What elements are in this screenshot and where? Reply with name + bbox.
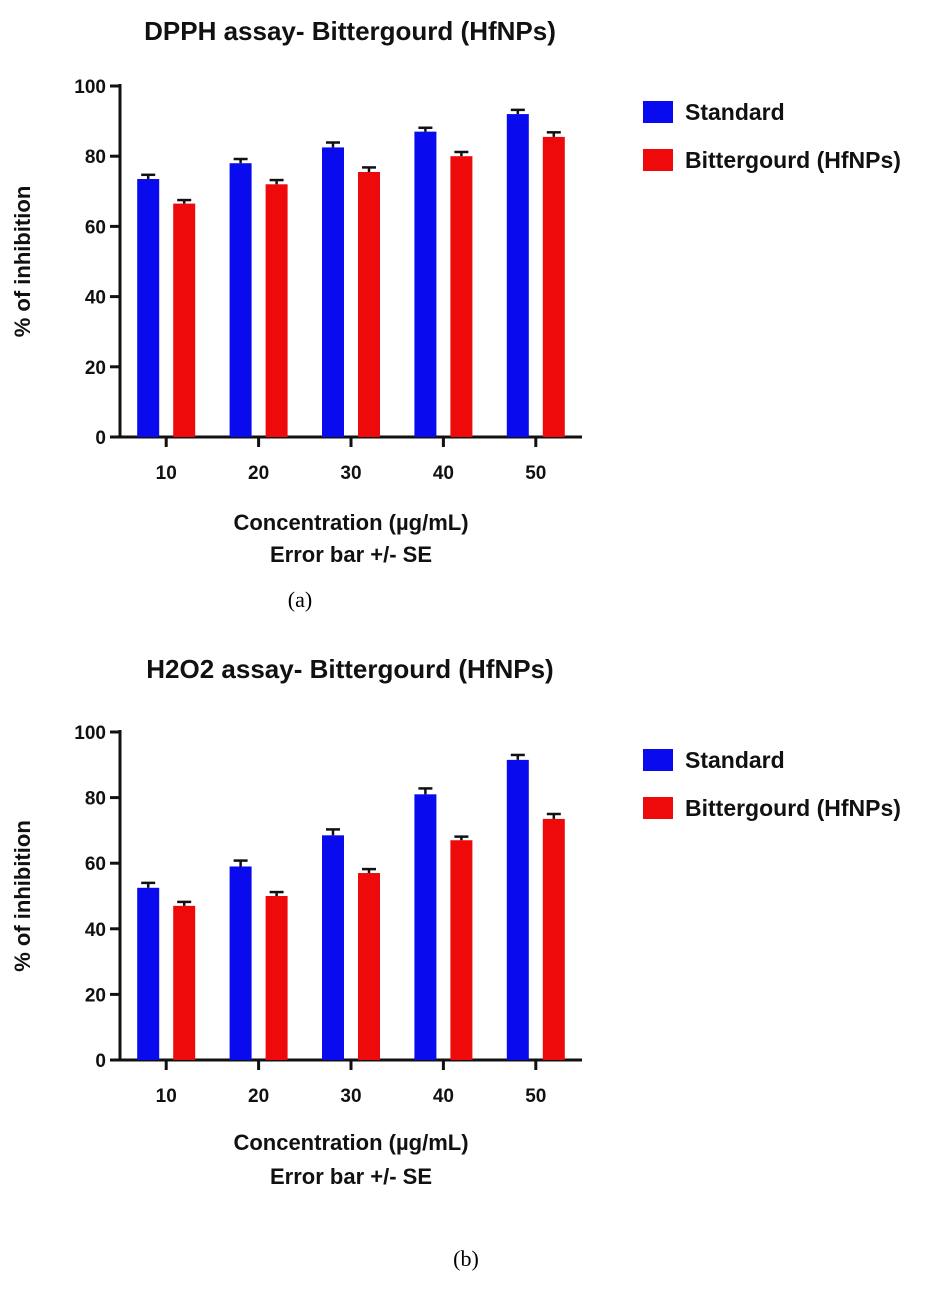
- legend-swatch-bittergourd: [643, 149, 673, 171]
- y-tick-label: 60: [85, 217, 106, 238]
- x-tick-label: 20: [248, 1086, 269, 1107]
- y-tick-label: 20: [85, 985, 106, 1006]
- bar-bittergourd: [542, 818, 565, 1060]
- x-tick-label: 20: [248, 463, 269, 484]
- bar-standard: [137, 887, 160, 1060]
- bar-bittergourd: [173, 203, 196, 437]
- chart-dpph: DPPH assay- Bittergourd (HfNPs) 0 20 40 60 80…: [10, 16, 901, 612]
- error-bar-note: Error bar +/- SE: [270, 542, 432, 567]
- legend-swatch-standard: [643, 749, 673, 771]
- x-tick-label: 50: [525, 463, 546, 484]
- x-tick-label: 10: [156, 1086, 177, 1107]
- bar-standard: [506, 759, 529, 1060]
- bar-standard: [137, 179, 160, 437]
- x-tick-label: 30: [340, 463, 361, 484]
- y-tick-label: 40: [85, 288, 106, 309]
- panel-caption: (a): [288, 587, 312, 612]
- y-tick-label: 60: [85, 854, 106, 875]
- error-bar-note: Error bar +/- SE: [270, 1164, 432, 1189]
- y-tick-label: 20: [85, 358, 106, 379]
- y-tick-label: 80: [85, 789, 106, 810]
- bar-bittergourd: [450, 156, 473, 437]
- y-tick-label: 100: [74, 77, 106, 98]
- panel-caption: (b): [453, 1246, 479, 1271]
- y-tick-label: 40: [85, 920, 106, 941]
- bar-standard: [414, 131, 437, 437]
- bar-bittergourd: [358, 873, 380, 1060]
- y-tick-label: 80: [85, 147, 106, 168]
- chart-h2o2: H2O2 assay- Bittergourd (HfNPs) 0 20 40 60 80…: [10, 654, 901, 1271]
- y-tick-label: 0: [95, 1051, 106, 1072]
- bar-standard: [322, 835, 344, 1060]
- bar-bittergourd: [542, 136, 565, 437]
- x-tick-label: 40: [433, 1086, 454, 1107]
- x-tick-label: 30: [340, 1086, 361, 1107]
- bar-standard: [322, 147, 344, 438]
- bar-standard: [506, 114, 529, 437]
- x-tick-label: 40: [433, 463, 454, 484]
- bar-standard: [414, 794, 437, 1060]
- chart-title: H2O2 assay- Bittergourd (HfNPs): [146, 654, 553, 684]
- chart-title: DPPH assay- Bittergourd (HfNPs): [144, 16, 556, 46]
- bar-standard: [229, 163, 252, 437]
- y-tick-label: 0: [95, 428, 106, 449]
- bar-bittergourd: [450, 840, 473, 1060]
- legend-label-bittergourd: Bittergourd (HfNPs): [685, 147, 901, 173]
- legend-label-standard: Standard: [685, 747, 785, 773]
- x-tick-label: 10: [156, 463, 177, 484]
- legend-swatch-standard: [643, 101, 673, 123]
- bar-bittergourd: [265, 896, 288, 1060]
- y-axis-label: % of inhibition: [10, 820, 35, 972]
- bar-bittergourd: [173, 905, 196, 1060]
- legend-label-bittergourd: Bittergourd (HfNPs): [685, 795, 901, 821]
- legend-label-standard: Standard: [685, 99, 785, 125]
- y-axis-label: % of inhibition: [10, 186, 35, 338]
- y-tick-label: 100: [74, 723, 106, 744]
- bar-standard: [229, 866, 252, 1060]
- bar-bittergourd: [265, 184, 288, 437]
- bar-bittergourd: [358, 171, 380, 437]
- x-axis-label: Concentration (µg/mL): [233, 1130, 468, 1155]
- x-tick-label: 50: [525, 1086, 546, 1107]
- legend-swatch-bittergourd: [643, 797, 673, 819]
- x-axis-label: Concentration (µg/mL): [233, 510, 468, 535]
